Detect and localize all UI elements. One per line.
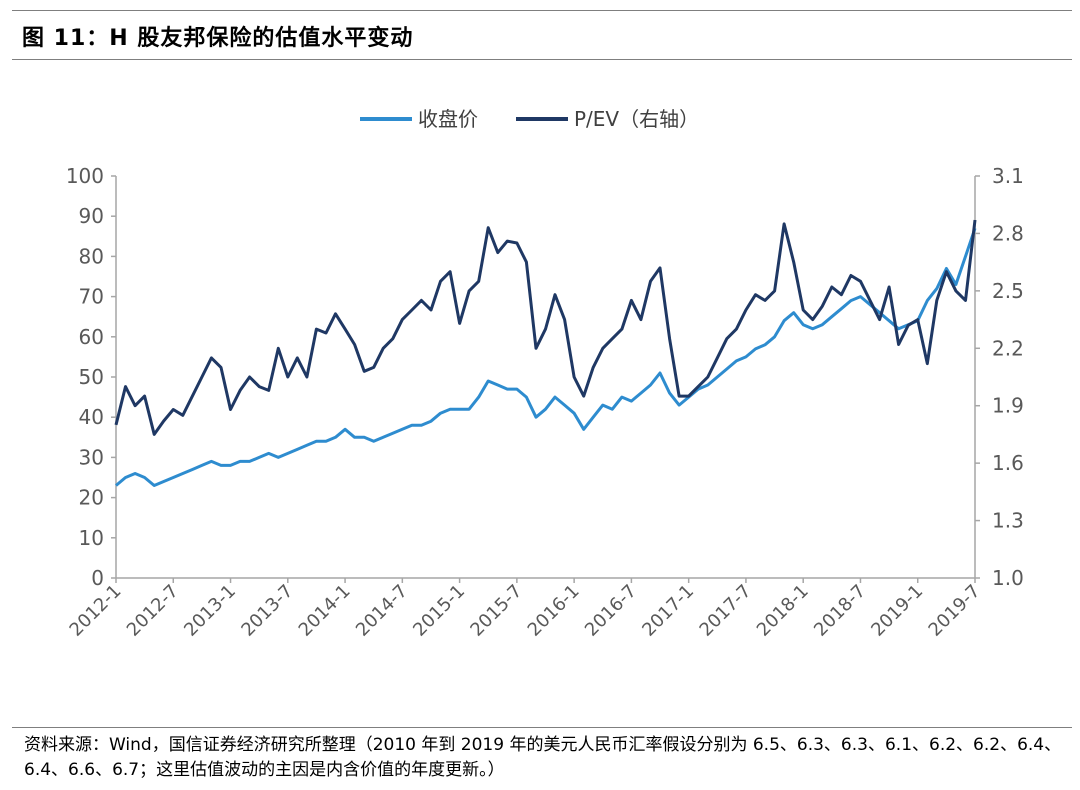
legend-label-price: 收盘价 [418,107,478,131]
x-tick-label: 2018-7 [810,581,870,641]
left-tick-label: 10 [79,526,104,550]
right-tick-label: 3.1 [992,164,1024,188]
title-rule [12,59,1072,60]
right-tick-label: 1.3 [992,509,1024,533]
series-line-pev [114,219,977,436]
x-tick-label: 2015-7 [466,581,526,641]
x-tick-label: 2018-1 [753,581,813,641]
left-tick-label: 80 [79,244,104,268]
x-tick-label: 2013-1 [180,581,240,641]
right-tick-label: 2.5 [992,279,1024,303]
x-tick-label: 2019-7 [925,581,985,641]
left-tick-label: 40 [79,405,104,429]
x-tick-label: 2014-7 [352,581,412,641]
left-tick-label: 90 [79,204,104,228]
figure-title: 图 11：H 股友邦保险的估值水平变动 [22,26,414,51]
right-tick-label: 1.9 [992,394,1024,418]
right-tick-label: 2.2 [992,336,1024,360]
left-tick-label: 50 [79,365,104,389]
left-tick-label: 0 [91,566,104,590]
right-tick-label: 1.6 [992,451,1024,475]
right-tick-label: 1.0 [992,566,1024,590]
x-tick-label: 2012-7 [123,581,183,641]
series-line-price [115,227,977,487]
left-tick-label: 100 [66,164,104,188]
top-rule [12,10,1072,11]
x-tick-label: 2016-1 [524,581,584,641]
right-tick-label: 2.8 [992,221,1024,245]
x-tick-label: 2019-1 [867,581,927,641]
x-tick-label: 2017-1 [638,581,698,641]
x-tick-label: 2014-1 [295,581,355,641]
legend-label-pev: P/EV（右轴） [574,107,699,131]
x-tick-label: 2013-7 [237,581,297,641]
x-tick-label: 2017-7 [696,581,756,641]
left-tick-label: 20 [79,486,104,510]
source-note: 资料来源：Wind，国信证券经济研究所整理（2010 年到 2019 年的美元人… [24,735,1062,780]
left-tick-label: 60 [79,325,104,349]
chart: 0 10 20 30 40 50 60 70 80 90 100 1.0 1.3 1.6 1.9 2.2 2.5… [66,107,1024,641]
left-tick-label: 70 [79,285,104,309]
x-tick-label: 2016-7 [581,581,641,641]
x-tick-label: 2015-1 [409,581,469,641]
source-rule [12,727,1072,728]
left-tick-label: 30 [79,445,104,469]
